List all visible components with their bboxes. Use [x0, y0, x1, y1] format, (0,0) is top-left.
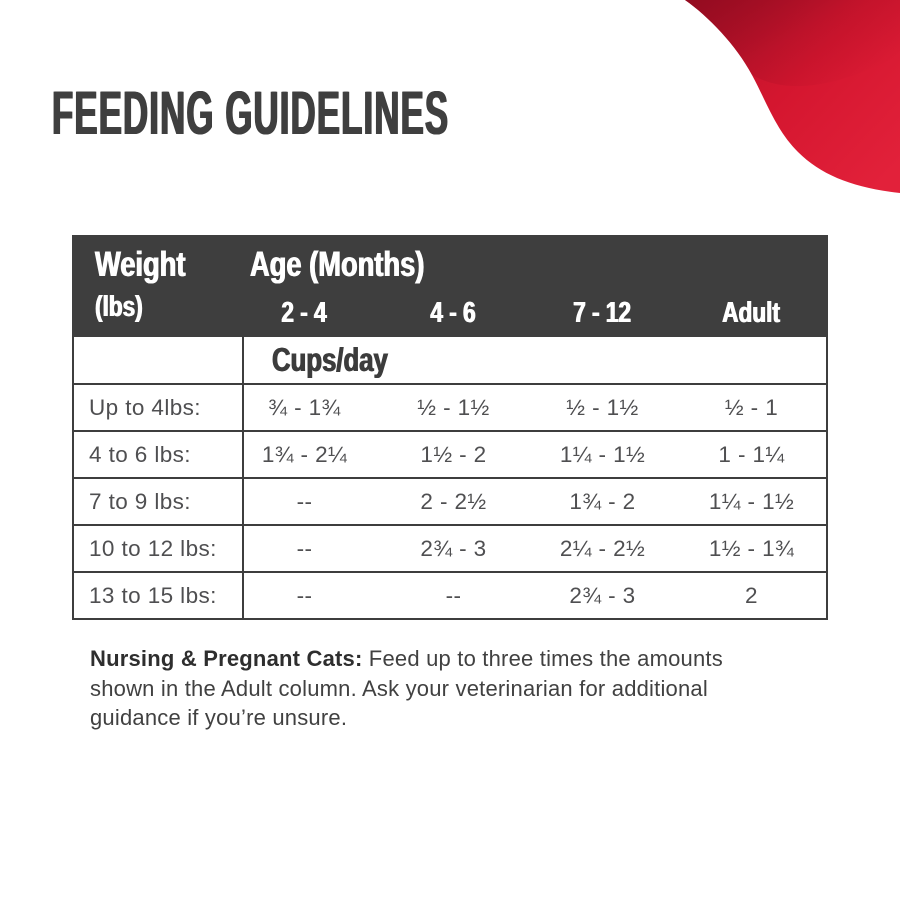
weight-cell: 13 to 15 lbs: — [74, 573, 244, 618]
value-cell: ¾ - 1¾ — [268, 394, 341, 420]
table-row: 10 to 12 lbs: -- 2¾ - 3 2¼ - 2½ 1½ - 1¾ — [74, 524, 826, 571]
value-cell: 1¾ - 2 — [569, 488, 636, 514]
value-cell: 1¾ - 2¼ — [261, 441, 348, 467]
red-swoosh-decoration — [685, 0, 900, 193]
value-cells: 1¾ - 2¼ 1½ - 2 1¼ - 1½ 1 - 1¼ — [230, 432, 826, 477]
table-header: Weight (lbs) Age (Months) 2 - 4 4 - 6 7 … — [74, 237, 826, 337]
note-line2: shown in the Adult column. Ask your vete… — [90, 675, 708, 701]
value-cell: 2 - 2½ — [420, 488, 487, 514]
units-row: Cups/day — [74, 337, 826, 383]
value-cell: -- — [296, 535, 313, 561]
value-cells: -- 2¾ - 3 2¼ - 2½ 1½ - 1¾ — [230, 526, 826, 571]
units-label: Cups/day — [272, 341, 388, 378]
value-cell: ½ - 1½ — [417, 394, 490, 420]
column-header-adult: Adult — [722, 297, 781, 329]
value-cell: 1 - 1¼ — [718, 441, 785, 467]
table-row: 7 to 9 lbs: -- 2 - 2½ 1¾ - 2 1¼ - 1½ — [74, 477, 826, 524]
nursing-pregnant-note: Nursing & Pregnant Cats: Feed up to thre… — [90, 644, 880, 733]
value-cells: -- -- 2¾ - 3 2 — [230, 573, 826, 618]
value-cell: -- — [296, 582, 313, 608]
weight-unit-label: (lbs) — [95, 291, 143, 323]
page-title: FEEDING GUIDELINES — [52, 79, 749, 147]
column-header-4-6: 4 - 6 — [430, 297, 477, 329]
value-cell: 1½ - 2 — [420, 441, 487, 467]
feeding-guidelines-table: Weight (lbs) Age (Months) 2 - 4 4 - 6 7 … — [72, 235, 828, 620]
weight-cell: Up to 4lbs: — [74, 385, 244, 430]
weight-cell: 4 to 6 lbs: — [74, 432, 244, 477]
value-cell: ½ - 1½ — [566, 394, 639, 420]
age-months-header: Age (Months) — [250, 245, 425, 284]
value-cell: 1¼ - 1½ — [559, 441, 646, 467]
value-cell: 2 — [745, 582, 758, 608]
column-header-2-4: 2 - 4 — [281, 297, 328, 329]
value-cell: 2¾ - 3 — [420, 535, 487, 561]
weight-cell: 7 to 9 lbs: — [74, 479, 244, 524]
value-cell: 2¼ - 2½ — [559, 535, 646, 561]
note-lead: Nursing & Pregnant Cats: — [90, 646, 363, 671]
value-cell: ½ - 1 — [724, 394, 779, 420]
value-cell: -- — [296, 488, 313, 514]
note-line1: Feed up to three times the amounts — [362, 646, 723, 671]
value-cells: ¾ - 1¾ ½ - 1½ ½ - 1½ ½ - 1 — [230, 385, 826, 430]
weight-cell: 10 to 12 lbs: — [74, 526, 244, 571]
units-row-empty-cell — [74, 337, 244, 383]
value-cell: 1¼ - 1½ — [708, 488, 795, 514]
page-title-text: FEEDING GUIDELINES — [52, 79, 450, 147]
table-row: 13 to 15 lbs: -- -- 2¾ - 3 2 — [74, 571, 826, 618]
value-cells: -- 2 - 2½ 1¾ - 2 1¼ - 1½ — [230, 479, 826, 524]
swoosh-shade-shape — [685, 0, 900, 87]
units-label-cell: Cups/day — [244, 337, 826, 383]
value-cell: 2¾ - 3 — [569, 582, 636, 608]
column-header-7-12: 7 - 12 — [573, 297, 632, 329]
table-row: 4 to 6 lbs: 1¾ - 2¼ 1½ - 2 1¼ - 1½ 1 - 1… — [74, 430, 826, 477]
table-row: Up to 4lbs: ¾ - 1¾ ½ - 1½ ½ - 1½ ½ - 1 — [74, 383, 826, 430]
age-column-headers: 2 - 4 4 - 6 7 - 12 Adult — [230, 299, 826, 328]
note-line3: guidance if you’re unsure. — [90, 705, 348, 730]
value-cell: -- — [445, 582, 462, 608]
weight-column-header: Weight — [95, 245, 186, 284]
value-cell: 1½ - 1¾ — [708, 535, 795, 561]
